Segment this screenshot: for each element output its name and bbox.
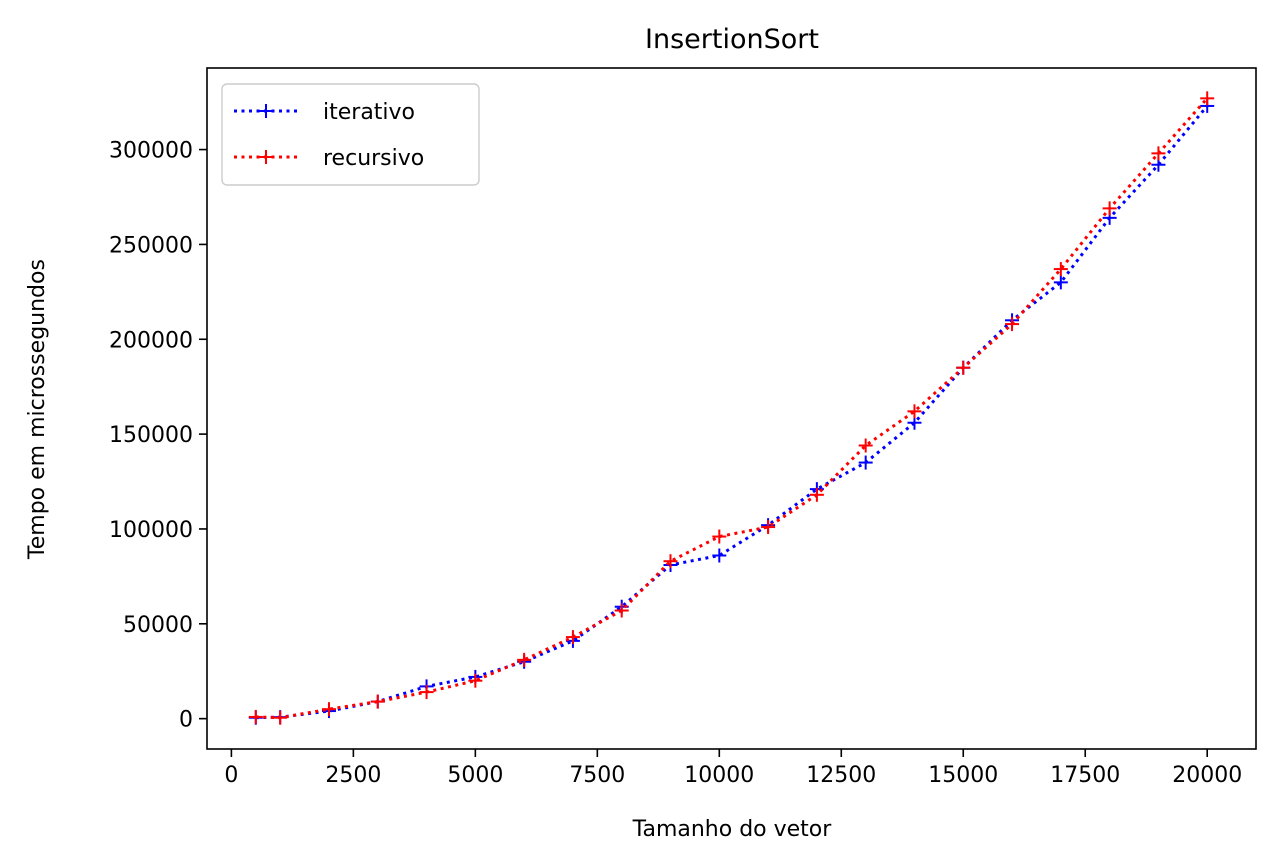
- axes-frame: [206, 67, 1257, 750]
- chart-title: InsertionSort: [645, 24, 819, 55]
- data-point-recursivo: [712, 529, 727, 544]
- legend: iterativo recursivo: [221, 83, 480, 186]
- x-tick-label: 20000: [1172, 763, 1242, 788]
- data-point-recursivo: [1005, 317, 1020, 332]
- data-point-recursivo: [1200, 91, 1215, 106]
- data-point-iterativo: [712, 548, 727, 563]
- data-point-recursivo: [517, 652, 532, 667]
- data-point-recursivo: [273, 710, 288, 725]
- y-tick-label: 150000: [109, 423, 193, 448]
- data-point-recursivo: [1102, 201, 1117, 216]
- x-axis-label: Tamanho do vetor: [632, 817, 833, 842]
- legend-label: iterativo: [323, 100, 415, 125]
- x-tick-label: 0: [224, 763, 238, 788]
- legend-entry-iterativo: iterativo: [234, 100, 415, 125]
- y-tick-label: 250000: [109, 233, 193, 258]
- legend-box: [221, 83, 480, 186]
- data-point-recursivo: [370, 694, 385, 709]
- x-tick-label: 17500: [1050, 763, 1120, 788]
- data-point-recursivo: [565, 630, 580, 645]
- y-tick-label: 300000: [109, 139, 193, 164]
- y-tick-label: 100000: [109, 518, 193, 543]
- data-point-recursivo: [614, 603, 629, 618]
- y-tick-label: 0: [179, 708, 193, 733]
- x-axis: 0 2500 5000 7500 10000 12500 15000 17500 20000: [224, 749, 1242, 788]
- data-point-recursivo: [809, 487, 824, 502]
- data-point-recursivo: [321, 702, 336, 717]
- plot-area: [248, 91, 1215, 725]
- data-point-recursivo: [858, 438, 873, 453]
- data-point-recursivo: [1151, 146, 1166, 161]
- x-tick-label: 2500: [325, 763, 381, 788]
- data-point-recursivo: [663, 554, 678, 569]
- x-tick-label: 7500: [569, 763, 625, 788]
- data-point-iterativo: [1053, 275, 1068, 290]
- y-axis: 0 50000 100000 150000 200000 250000 300000: [109, 139, 207, 733]
- series-recursivo: [248, 91, 1215, 725]
- data-point-recursivo: [419, 685, 434, 700]
- legend-label: recursivo: [323, 146, 424, 171]
- data-point-recursivo: [907, 404, 922, 419]
- data-point-recursivo: [468, 673, 483, 688]
- y-tick-label: 50000: [123, 613, 193, 638]
- data-point-recursivo: [1053, 262, 1068, 277]
- y-tick-label: 200000: [109, 328, 193, 353]
- x-tick-label: 5000: [447, 763, 503, 788]
- data-point-recursivo: [956, 360, 971, 375]
- x-tick-label: 10000: [684, 763, 754, 788]
- y-axis-label: Tempo em microssegundos: [25, 259, 50, 560]
- data-point-iterativo: [858, 455, 873, 470]
- legend-entry-recursivo: recursivo: [234, 146, 424, 171]
- data-point-recursivo: [761, 520, 776, 535]
- x-tick-label: 15000: [928, 763, 998, 788]
- data-point-recursivo: [248, 709, 263, 724]
- x-tick-label: 12500: [806, 763, 876, 788]
